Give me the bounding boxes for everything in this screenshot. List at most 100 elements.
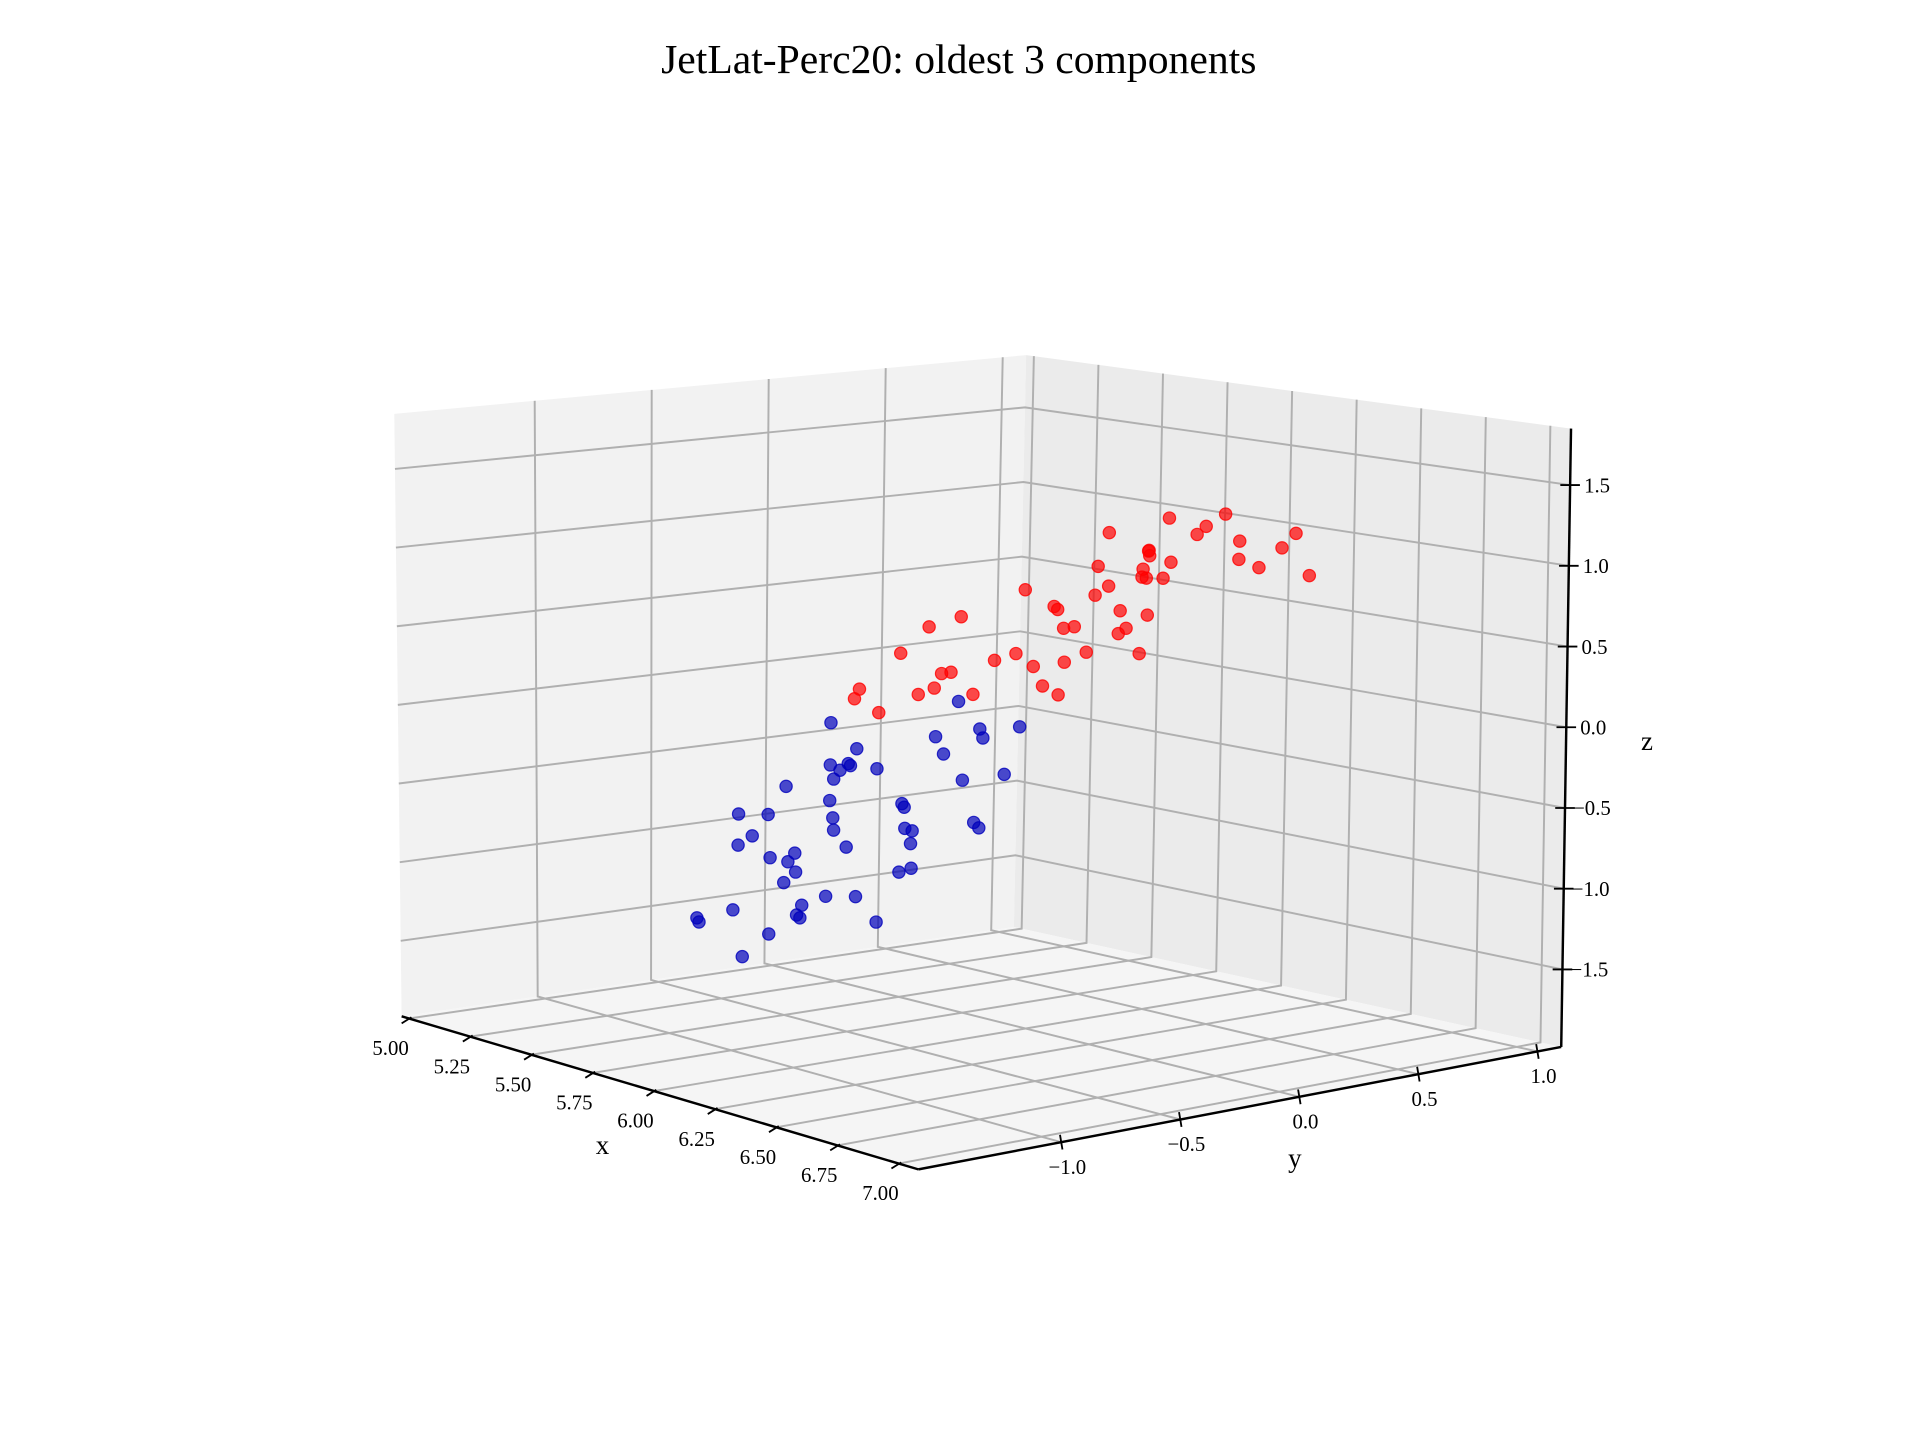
point (973, 722, 987, 736)
x-tick (584, 1070, 596, 1079)
point (794, 898, 809, 912)
grid-line (394, 406, 1571, 487)
point (955, 773, 970, 787)
x-tick-label: 7.00 (862, 1181, 898, 1205)
grid-line (592, 382, 1229, 1074)
point (1018, 583, 1033, 597)
x-tick-label: 6.75 (801, 1163, 837, 1187)
grid-line (837, 417, 1487, 1147)
point (1012, 720, 1027, 734)
point (1156, 571, 1170, 585)
point (1302, 568, 1317, 583)
point (1164, 555, 1178, 569)
point (779, 779, 793, 794)
x-tick (401, 1016, 412, 1025)
y-tick (1178, 1112, 1183, 1127)
point (731, 838, 745, 852)
x-tick-label: 5.00 (372, 1036, 408, 1060)
point (966, 815, 981, 830)
grid-line (397, 630, 1567, 729)
point (731, 807, 746, 821)
point (735, 949, 749, 964)
grid-line (653, 390, 1294, 1093)
y-tick (1535, 1043, 1540, 1059)
z-tick-label: −0.5 (1573, 796, 1611, 820)
z-axis (1560, 428, 1573, 1047)
point (928, 729, 943, 744)
grid-line (400, 854, 1563, 971)
grid-line (714, 399, 1358, 1111)
point (1102, 525, 1117, 540)
point (987, 653, 1002, 668)
grid-line (531, 373, 1164, 1056)
point (1035, 679, 1050, 693)
pane-left (394, 355, 1027, 1017)
grid-line (898, 425, 1552, 1165)
z-tick-label: 0.0 (1580, 715, 1606, 739)
grid-line (990, 357, 1538, 1053)
point (1218, 507, 1233, 521)
z-tick-label: 0.5 (1582, 635, 1608, 659)
point (1057, 655, 1072, 669)
x-tick-label: 6.50 (740, 1145, 776, 1169)
point (905, 824, 919, 838)
point (1091, 559, 1105, 574)
point (1232, 552, 1246, 567)
grid-line (876, 368, 1419, 1076)
z-tick-label: −1.0 (1572, 877, 1610, 901)
point (822, 793, 837, 808)
point (922, 620, 936, 634)
point (966, 687, 980, 702)
point (1047, 599, 1061, 614)
point (761, 927, 776, 941)
grid-line (763, 379, 1300, 1098)
point (1113, 604, 1127, 618)
point (872, 705, 886, 720)
x-tick (462, 1034, 474, 1043)
point (904, 861, 918, 876)
point (843, 758, 858, 773)
point (1190, 527, 1204, 542)
point (1199, 519, 1213, 534)
point (870, 761, 884, 776)
x-tick-label: 6.00 (617, 1109, 653, 1133)
x-tick-label: 5.50 (495, 1072, 531, 1096)
point (911, 687, 926, 702)
point (1275, 541, 1289, 555)
point (781, 854, 795, 869)
point (1252, 560, 1266, 575)
point (1101, 579, 1116, 593)
point (1079, 645, 1093, 659)
y-tick (1297, 1089, 1302, 1105)
grid-line (398, 704, 1566, 809)
point (903, 836, 918, 851)
z-tick-label: 1.5 (1584, 473, 1610, 497)
point (893, 646, 908, 660)
x-tick-label: 6.25 (679, 1127, 715, 1151)
x-tick (707, 1107, 719, 1115)
point (1142, 548, 1157, 563)
point (1132, 646, 1146, 661)
point (1162, 511, 1177, 525)
point (788, 865, 803, 879)
y-axis (918, 1045, 1562, 1171)
grid-line (776, 408, 1423, 1129)
grid-line (650, 389, 1181, 1121)
point (839, 840, 853, 854)
point (761, 807, 775, 822)
point (1140, 608, 1155, 622)
x-tick-label: 5.75 (556, 1091, 592, 1115)
point (818, 889, 833, 904)
point (895, 796, 909, 811)
point (847, 691, 862, 706)
y-tick (1416, 1066, 1421, 1082)
x-tick (829, 1143, 841, 1152)
y-tick-label: 0.5 (1411, 1087, 1437, 1111)
point (777, 875, 791, 890)
y-tick-label: 1.0 (1531, 1064, 1557, 1088)
point (826, 811, 840, 825)
x-axis-label: x (596, 1130, 610, 1160)
point (763, 850, 777, 865)
